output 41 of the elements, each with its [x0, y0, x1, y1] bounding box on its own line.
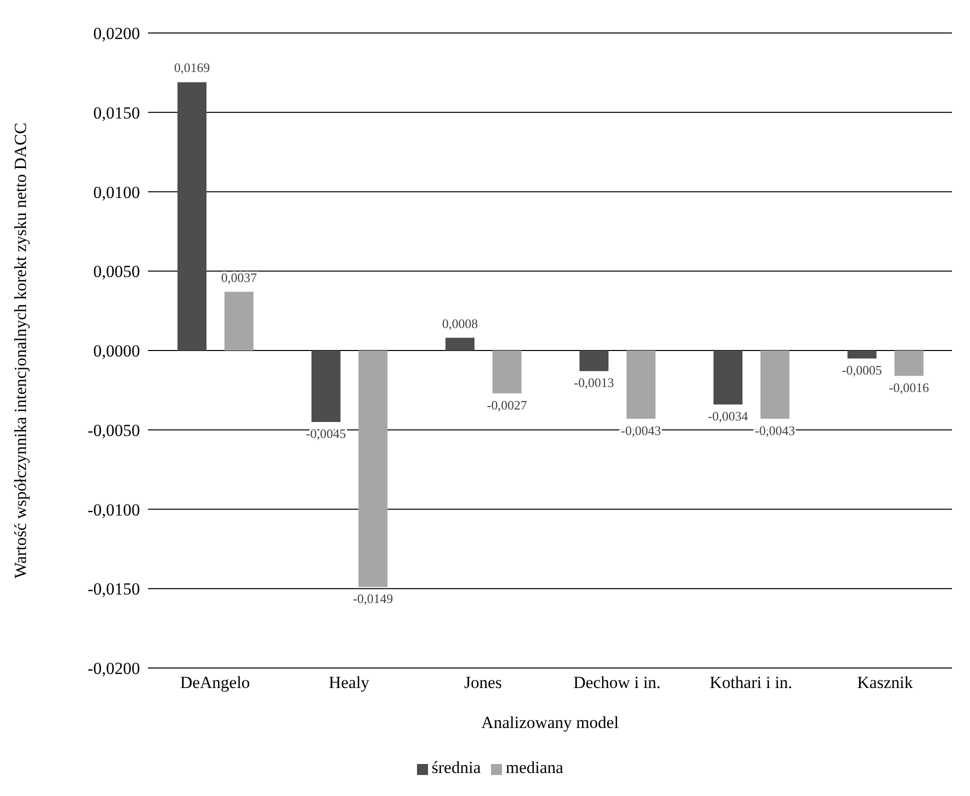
- y-axis-title: Wartość współczynnika intencjonalnych korekt zysku netto DACC: [11, 122, 30, 578]
- x-axis-title: Analizowany model: [481, 713, 619, 732]
- y-tick-label: 0,0000: [93, 342, 140, 361]
- y-tick-label: 0,0200: [93, 24, 140, 44]
- bar: [224, 292, 254, 350]
- data-label: -0,0013: [574, 375, 614, 390]
- data-label: -0,0016: [888, 380, 930, 395]
- bar: [894, 350, 924, 376]
- data-label: -0,0027: [486, 397, 528, 412]
- x-tick-label: Kasznik: [857, 673, 914, 692]
- x-tick-label: Kothari i in.: [710, 673, 792, 692]
- bar: [579, 350, 608, 372]
- data-label: 0,0037: [221, 270, 258, 285]
- bar: [177, 82, 206, 350]
- y-tick-label: -0,0050: [88, 420, 140, 440]
- x-tick-label: Dechow i in.: [573, 673, 661, 692]
- bar: [626, 350, 656, 419]
- y-tick-label: 0,0150: [93, 103, 140, 122]
- data-label: -0,0045: [306, 426, 346, 441]
- data-label: -0,0149: [352, 591, 394, 606]
- bar: [445, 338, 474, 350]
- y-tick-label: -0,0200: [88, 659, 140, 678]
- x-tick-label: Jones: [464, 673, 502, 692]
- legend-label: średnia: [432, 758, 481, 777]
- y-tick-label: -0,0150: [88, 580, 140, 599]
- bar: [492, 350, 522, 394]
- legend-label: mediana: [506, 758, 564, 777]
- bar: [847, 350, 876, 358]
- data-label: -0,0005: [842, 362, 882, 378]
- data-label: -0,0034: [708, 408, 749, 424]
- x-tick-label: Healy: [328, 673, 370, 692]
- y-tick-label: -0,0100: [88, 500, 140, 520]
- bar: [311, 350, 340, 422]
- bar: [358, 350, 388, 588]
- y-tick-label: 0,0100: [93, 182, 140, 202]
- data-label: 0,0169: [174, 60, 210, 76]
- bar: [760, 350, 790, 419]
- data-label: 0,0008: [442, 316, 478, 331]
- y-tick-label: 0,0050: [93, 262, 140, 282]
- x-tick-label: DeAngelo: [180, 673, 250, 692]
- bar: [713, 350, 742, 404]
